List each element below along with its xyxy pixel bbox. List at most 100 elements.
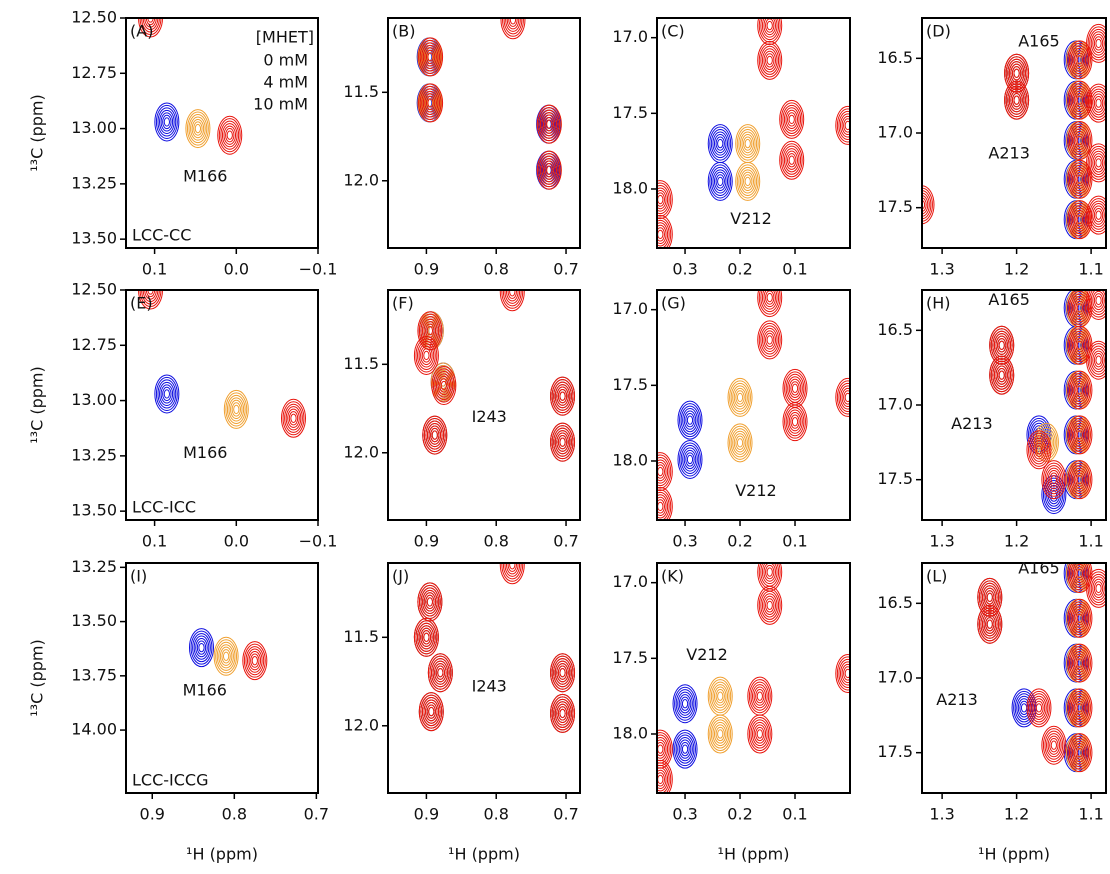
contour-line: [981, 585, 998, 610]
contour-line: [839, 113, 850, 138]
x-tick-label: 1.2: [1004, 260, 1029, 279]
contour-line: [162, 386, 172, 402]
y-tick-label: 11.5: [343, 82, 379, 101]
peak: [779, 99, 805, 139]
contour-line: [1086, 83, 1106, 123]
peak: [413, 335, 439, 375]
contour-line: [155, 376, 178, 411]
contour-line: [157, 379, 177, 409]
legend-entry: 0 mM: [263, 51, 308, 70]
contour-line: [190, 116, 206, 141]
contour-line: [1095, 295, 1102, 306]
x-axis-label: ¹H (ppm): [978, 845, 1050, 864]
contour-line: [707, 161, 733, 201]
contour-line: [541, 158, 558, 183]
contour-line: [551, 696, 574, 731]
peak: [431, 366, 457, 406]
contour-line: [780, 102, 803, 137]
contour-line: [432, 660, 449, 685]
contour-line: [280, 398, 306, 438]
contour-line: [188, 114, 208, 144]
contour-line: [1005, 56, 1028, 91]
x-tick-label: 0.7: [553, 260, 578, 279]
contour-line: [844, 120, 850, 131]
contour-line: [1032, 440, 1046, 460]
contour-line: [435, 665, 446, 680]
contour-line: [1092, 153, 1105, 173]
contour-line: [739, 131, 756, 156]
contour-line: [753, 686, 767, 706]
contour-line: [217, 115, 243, 155]
contour-line: [437, 375, 451, 396]
x-tick-label: 0.1: [142, 260, 167, 279]
contour-line: [717, 691, 724, 701]
contour-line: [418, 692, 444, 732]
contour-line: [788, 412, 802, 432]
contour-line: [680, 741, 690, 757]
contour-line: [836, 108, 850, 143]
panel: 0.3 0.2 0.1 17.0 17.5 18.0 (G) V212: [612, 289, 851, 551]
contour-line: [1035, 703, 1043, 713]
contour-line: [138, 290, 164, 310]
contour-line: [417, 622, 436, 652]
contour-line: [1067, 370, 1093, 410]
peak: [782, 402, 808, 442]
y-tick-label: 17.0: [877, 123, 913, 142]
contour-line: [995, 365, 1008, 385]
x-axis-label: ¹H (ppm): [186, 845, 258, 864]
panel: 1.3 1.2 1.1 16.5 17.0 17.5 (D) A165 A213: [877, 17, 1107, 279]
contour-line: [736, 126, 759, 161]
contour-line: [251, 655, 258, 666]
contour-line: [218, 118, 241, 153]
peak: [223, 389, 249, 429]
contour-line: [766, 20, 773, 31]
peak: [657, 759, 673, 793]
contour-line: [765, 598, 775, 613]
contour-line: [1070, 603, 1090, 633]
contour-line: [1008, 61, 1025, 86]
peak: [1067, 733, 1093, 773]
contour-line: [1086, 23, 1106, 63]
contour-line: [185, 109, 211, 149]
contour-line: [835, 105, 850, 145]
contour-line: [553, 381, 572, 411]
contour-line: [791, 416, 799, 427]
contour-line: [418, 83, 444, 123]
contour-line: [1026, 430, 1052, 470]
contour-line: [675, 734, 695, 764]
contour-line: [556, 663, 569, 683]
peak: [1041, 460, 1067, 500]
contour-line: [657, 744, 664, 754]
peak: [835, 105, 850, 145]
panel-label: (F): [392, 294, 414, 313]
contour-line: [1076, 340, 1084, 350]
contour-line: [554, 701, 571, 726]
contour-line: [427, 52, 434, 62]
contour-line: [657, 772, 665, 787]
contour-line: [1068, 601, 1091, 636]
peak: [707, 676, 733, 716]
panel-label: (I): [130, 567, 147, 586]
contour-line: [760, 45, 780, 75]
contour-line: [142, 18, 159, 31]
y-tick-label: 17.0: [877, 668, 913, 687]
contour-line: [741, 171, 754, 192]
contour-line: [657, 224, 667, 244]
contour-line: [750, 681, 770, 711]
contour-line: [677, 439, 703, 479]
panel-frame: [387, 562, 581, 794]
peak-label: A213: [951, 414, 992, 433]
contour-line: [738, 129, 758, 159]
contour-line: [1072, 333, 1088, 358]
contour-line: [758, 588, 781, 623]
contour-line: [710, 166, 730, 196]
contour-line: [788, 155, 795, 165]
contour-line: [436, 373, 452, 398]
contour-line: [760, 290, 780, 313]
peak: [1086, 23, 1106, 63]
contour-line: [538, 107, 561, 142]
contour-line: [1038, 430, 1055, 455]
contour-line: [1073, 563, 1087, 584]
y-axis-label: ¹³C (ppm): [28, 94, 47, 171]
